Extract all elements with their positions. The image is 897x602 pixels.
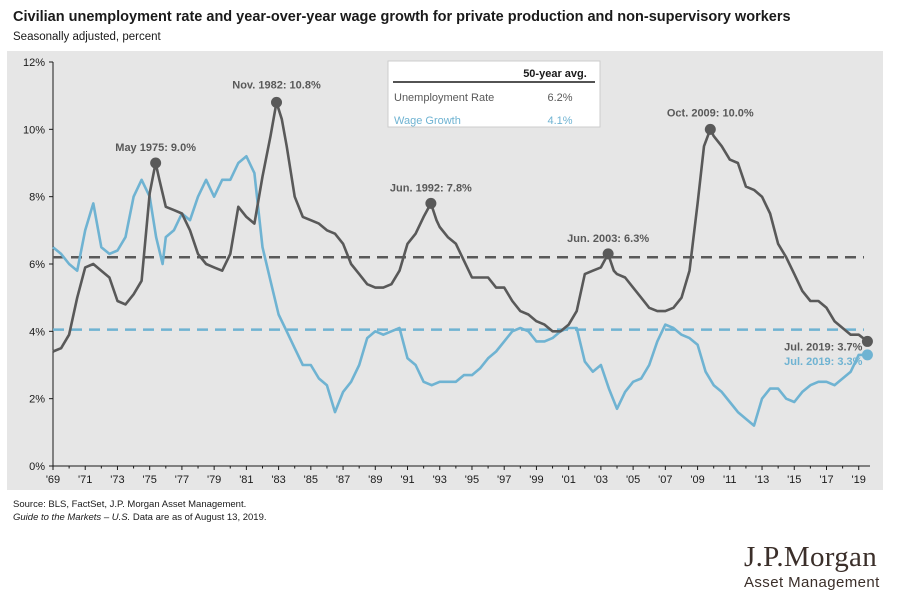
axes: 0% 2% 4% 6% 8% 10% 12% '69 '71 '73 '75 '77 '79 '81 '83… xyxy=(23,57,870,486)
x-tick-label: '77 xyxy=(175,474,189,486)
legend-label: Wage Growth xyxy=(394,115,461,127)
annotation-marker xyxy=(150,157,162,169)
x-tick-label: '07 xyxy=(658,474,672,486)
x-tick-label: '01 xyxy=(561,474,575,486)
x-tick-label: '17 xyxy=(819,474,833,486)
wage-growth-line xyxy=(52,155,868,427)
x-tick-label: '99 xyxy=(529,474,543,486)
y-tick-label: 10% xyxy=(23,124,45,136)
guide-line: Guide to the Markets – U.S. Data are as … xyxy=(13,512,267,525)
y-tick-label: 0% xyxy=(29,461,45,473)
y-tick-label: 4% xyxy=(29,326,45,338)
x-tick-label: '95 xyxy=(465,474,479,486)
series-lines xyxy=(52,101,869,427)
legend-header: 50-year avg. xyxy=(523,68,587,80)
legend-value: 6.2% xyxy=(547,92,572,104)
jpmorgan-logo: J.P.Morgan xyxy=(744,541,877,573)
guide-title: Guide to the Markets – U.S. xyxy=(13,511,131,523)
asset-management-logo-text: Asset Management xyxy=(744,574,880,591)
source-line: Source: BLS, FactSet, J.P. Morgan Asset … xyxy=(13,499,247,510)
annotation-marker xyxy=(602,248,614,260)
x-tick-label: '15 xyxy=(787,474,801,486)
annotation-label: Jun. 2003: 6.3% xyxy=(567,233,649,245)
annotation-label: Oct. 2009: 10.0% xyxy=(667,107,754,119)
x-tick-label: '85 xyxy=(304,474,318,486)
annotation-label: Nov. 1982: 10.8% xyxy=(232,79,321,91)
legend-box: 50-year avg. Unemployment Rate 6.2% Wage Gr… xyxy=(387,60,601,128)
annotation-marker xyxy=(271,96,283,108)
x-tick-label: '89 xyxy=(368,474,382,486)
y-tick-label: 12% xyxy=(23,57,45,69)
x-tick-label: '93 xyxy=(433,474,447,486)
x-tick-label: '87 xyxy=(336,474,350,486)
x-tick-label: '79 xyxy=(207,474,221,486)
x-tick-label: '71 xyxy=(78,474,92,486)
legend-label: Unemployment Rate xyxy=(394,92,494,104)
annotation-label: Jun. 1992: 7.8% xyxy=(390,182,472,194)
legend-background xyxy=(387,60,601,128)
x-tick-label: '11 xyxy=(723,474,737,486)
y-tick-label: 8% xyxy=(29,192,45,204)
x-tick-label: '03 xyxy=(594,474,608,486)
x-tick-label: '13 xyxy=(755,474,769,486)
annotation-marker xyxy=(861,335,873,347)
chart-title: Civilian unemployment rate and year-over… xyxy=(13,9,791,25)
source-note: Source: BLS, FactSet, J.P. Morgan Asset … xyxy=(13,499,267,524)
x-tick-label: '19 xyxy=(852,474,866,486)
annotation-label: May 1975: 9.0% xyxy=(115,142,196,154)
annotation-marker xyxy=(425,197,437,209)
x-tick-label: '05 xyxy=(626,474,640,486)
annotation-label: Jul. 2019: 3.7% xyxy=(784,341,862,353)
x-tick-label: '81 xyxy=(239,474,253,486)
x-tick-label: '73 xyxy=(110,474,124,486)
x-tick-label: '69 xyxy=(46,474,60,486)
x-tick-label: '97 xyxy=(497,474,511,486)
annotations: May 1975: 9.0% Nov. 1982: 10.8% Jun. 1992:… xyxy=(115,79,873,368)
annotation-marker xyxy=(704,123,716,135)
y-tick-label: 2% xyxy=(29,394,45,406)
x-tick-label: '75 xyxy=(143,474,157,486)
y-tick-label: 6% xyxy=(29,259,45,271)
x-tick-label: '09 xyxy=(690,474,704,486)
x-tick-label: '83 xyxy=(271,474,285,486)
unemployment-rate-line xyxy=(52,101,869,353)
x-tick-label: '91 xyxy=(400,474,414,486)
annotation-label: Jul. 2019: 3.3% xyxy=(784,356,862,368)
guide-date: Data are as of August 13, 2019. xyxy=(130,511,267,523)
chart-subtitle: Seasonally adjusted, percent xyxy=(13,31,161,43)
average-lines xyxy=(53,256,864,331)
legend-value: 4.1% xyxy=(547,115,572,127)
annotation-marker xyxy=(861,349,873,361)
